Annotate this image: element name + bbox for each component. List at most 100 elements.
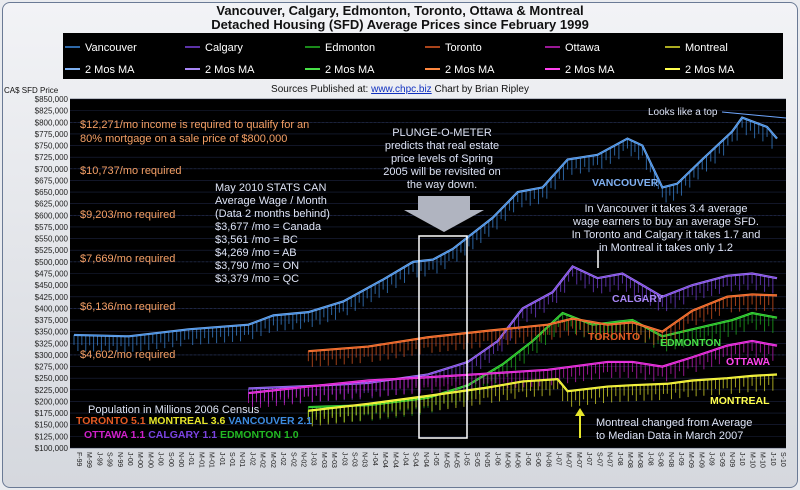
series-toronto-spikes xyxy=(307,294,774,367)
x-tick-label: M-04 xyxy=(391,452,398,468)
x-tick-label: S-99 xyxy=(106,452,113,467)
legend-item-ma: 2 Mos MA xyxy=(445,64,495,76)
legend-item-ma: 2 Mos MA xyxy=(85,64,135,76)
x-tick-label: S-08 xyxy=(657,452,664,467)
y-tick-label: $825,000 xyxy=(35,107,69,116)
x-tick-label: M-02 xyxy=(269,452,276,468)
legend-item-ma: 2 Mos MA xyxy=(685,64,735,76)
legend-item: Edmonton xyxy=(325,42,375,54)
series-label: MONTREAL xyxy=(710,395,770,407)
y-axis-label: CA$ SFD Price xyxy=(4,86,59,95)
x-tick-label: S-09 xyxy=(718,452,725,467)
montreal-note-line2: to Median Data in March 2007 xyxy=(596,430,743,442)
y-tick-label: $175,000 xyxy=(35,409,69,418)
x-tick-label: J-07 xyxy=(555,452,562,466)
x-tick-label: J-06 xyxy=(524,452,531,466)
x-tick-label: J-02 xyxy=(248,452,255,466)
series-vancouver-spikes xyxy=(73,117,773,353)
y-tick-label: $350,000 xyxy=(35,328,69,337)
x-tick-label: J-05 xyxy=(463,452,470,466)
y-tick-label: $225,000 xyxy=(35,386,69,395)
y-tick-label: $450,000 xyxy=(35,281,69,290)
x-tick-label: J-04 xyxy=(371,452,378,466)
x-tick-label: M-08 xyxy=(626,452,633,468)
stats-can-line: $3,379 /mo = QC xyxy=(215,273,299,285)
x-tick-label: M-03 xyxy=(320,452,327,468)
y-tick-label: $625,000 xyxy=(35,200,69,209)
legend-box xyxy=(63,33,783,79)
x-tick-label: N-06 xyxy=(544,452,551,467)
wage-earner-line: in Montreal it takes only 1.2 xyxy=(599,242,733,254)
x-tick-label: J-10 xyxy=(738,452,745,466)
y-tick-label: $275,000 xyxy=(35,363,69,372)
plunge-o-meter-line: PLUNGE-O-METER xyxy=(392,127,492,139)
y-tick-label: $750,000 xyxy=(35,142,69,151)
x-tick-label: N-03 xyxy=(361,452,368,467)
x-tick-label: N-99 xyxy=(116,452,123,467)
x-tick-label: J-06 xyxy=(493,452,500,466)
x-tick-label: M-00 xyxy=(136,452,143,468)
x-tick-label: N-02 xyxy=(299,452,306,467)
y-tick-label: $100,000 xyxy=(35,444,69,453)
y-tick-label: $600,000 xyxy=(35,211,69,220)
x-tick-label: N-01 xyxy=(238,452,245,467)
x-tick-label: M-02 xyxy=(259,452,266,468)
y-tick-label: $250,000 xyxy=(35,374,69,383)
x-tick-label: J-07 xyxy=(585,452,592,466)
series-label: CALGARY xyxy=(612,293,664,305)
y-tick-label: $400,000 xyxy=(35,304,69,313)
x-tick-label: M-06 xyxy=(514,452,521,468)
plunge-o-meter-line: price levels of Spring xyxy=(391,153,493,165)
y-tick-label: $725,000 xyxy=(35,153,69,162)
series-label: OTTAWA xyxy=(726,356,771,368)
stats-can-line: May 2010 STATS CAN xyxy=(215,182,327,194)
y-tick-label: $575,000 xyxy=(35,223,69,232)
x-tick-label: S-01 xyxy=(228,452,235,467)
plunge-o-meter-line: the way down. xyxy=(407,179,477,191)
x-tick-label: M-00 xyxy=(146,452,153,468)
y-tick-label: $775,000 xyxy=(35,130,69,139)
required-6136: $6,136/mo required xyxy=(80,301,175,313)
series-label: EDMONTON xyxy=(660,337,721,349)
plunge-o-meter-line: 2005 will be revisited on xyxy=(383,166,500,178)
population-row: OTTAWA 1.1 CALGARY 1.1 EDMONTON 1.0 xyxy=(84,429,299,441)
y-tick-label: $425,000 xyxy=(35,293,69,302)
x-tick-label: M-99 xyxy=(85,452,92,468)
x-tick-label: J-05 xyxy=(432,452,439,466)
x-tick-label: J-02 xyxy=(279,452,286,466)
x-tick-label: J-10 xyxy=(769,452,776,466)
x-tick-label: S-04 xyxy=(412,452,419,467)
y-tick-label: $700,000 xyxy=(35,165,69,174)
x-tick-label: M-05 xyxy=(453,452,460,468)
legend-item: Montreal xyxy=(685,42,728,54)
x-tick-label: N-08 xyxy=(667,452,674,467)
x-tick-label: J-00 xyxy=(157,452,164,466)
x-tick-label: J-00 xyxy=(126,452,133,466)
wage-earner-line: In Toronto and Calgary it takes 1.7 and xyxy=(572,229,761,241)
plunge-o-meter-line: predicts that real estate xyxy=(385,140,499,152)
stats-can-line: $3,790 /mo = ON xyxy=(215,260,299,272)
x-tick-label: M-04 xyxy=(381,452,388,468)
x-tick-label: J-03 xyxy=(310,452,317,466)
y-tick-label: $325,000 xyxy=(35,339,69,348)
x-tick-label: N-07 xyxy=(606,452,613,467)
population-title: Population in Millions 2006 Census xyxy=(88,404,260,416)
legend-item: Calgary xyxy=(205,42,243,54)
x-tick-label: S-03 xyxy=(350,452,357,467)
series-montreal-line xyxy=(308,373,778,412)
montreal-note-arrowhead xyxy=(575,408,585,416)
x-tick-label: M-07 xyxy=(565,452,572,468)
x-tick-label: J-08 xyxy=(616,452,623,466)
x-tick-label: J-04 xyxy=(401,452,408,466)
sources-line: Sources Published at: www.chpc.biz Chart… xyxy=(271,84,529,95)
x-tick-label: F-99 xyxy=(75,452,82,467)
legend-item-ma: 2 Mos MA xyxy=(205,64,255,76)
wage-earner-line: wage earners to buy an average SFD. xyxy=(572,216,759,228)
x-tick-label: M-01 xyxy=(208,452,215,468)
stats-can-line: $3,677 /mo = Canada xyxy=(215,221,322,233)
x-tick-label: S-06 xyxy=(534,452,541,467)
x-tick-label: J-09 xyxy=(677,452,684,466)
x-tick-label: J-01 xyxy=(187,452,194,466)
y-tick-label: $375,000 xyxy=(35,316,69,325)
